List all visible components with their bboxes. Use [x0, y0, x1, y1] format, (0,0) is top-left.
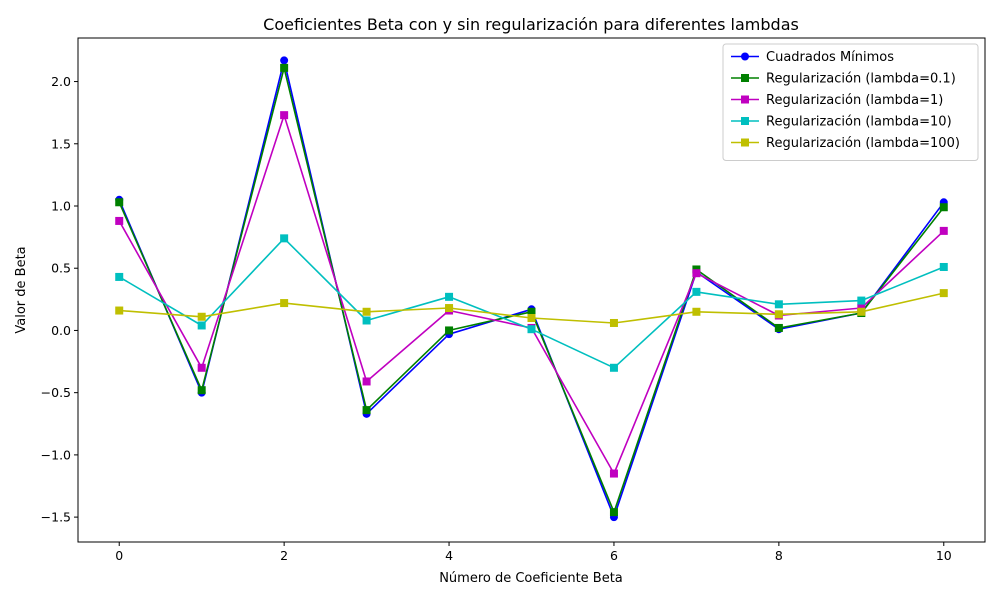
data-point — [197, 312, 206, 321]
legend-label: Regularización (lambda=0.1) — [766, 72, 956, 87]
y-axis-label: Valor de Beta — [14, 246, 29, 333]
data-point — [857, 296, 866, 305]
data-point — [362, 307, 371, 316]
data-point — [197, 363, 206, 372]
y-tick-label: 0.0 — [51, 323, 71, 338]
legend-item: Cuadrados Mínimos — [731, 50, 894, 65]
data-point — [280, 299, 289, 308]
data-point — [939, 226, 948, 235]
legend-label: Regularización (lambda=1) — [766, 93, 943, 108]
legend-marker — [741, 95, 749, 104]
data-point — [115, 216, 124, 225]
legend-marker — [741, 117, 749, 125]
data-point — [280, 63, 289, 72]
legend-label: Cuadrados Mínimos — [766, 50, 894, 65]
data-point — [939, 203, 948, 212]
data-point — [115, 272, 124, 281]
data-point — [527, 307, 536, 316]
axes: 0 2 4 6 8 10 −1.5 −1.0 −0.5 0.0 0.5 1.0 1.5 2.0 — [41, 37, 986, 563]
data-point — [939, 262, 948, 271]
data-point — [445, 292, 454, 301]
legend-box — [722, 43, 979, 161]
x-tick-label: 2 — [280, 548, 288, 563]
series-line — [118, 237, 945, 369]
data-point — [609, 469, 618, 478]
data-point — [774, 310, 783, 319]
data-point — [609, 363, 618, 372]
data-point — [445, 326, 454, 335]
data-point — [692, 307, 701, 316]
legend-marker — [741, 52, 749, 61]
data-point — [692, 287, 701, 296]
x-axis-label: Número de Coeficiente Beta — [439, 571, 623, 586]
data-point — [115, 306, 124, 315]
data-point — [280, 56, 289, 65]
legend-item: Regularización (lambda=1) — [731, 93, 943, 108]
data-point — [445, 304, 454, 313]
y-tick-label: 1.0 — [51, 199, 71, 214]
legend-marker — [741, 74, 749, 82]
plot-frame — [77, 37, 986, 543]
series-line — [118, 114, 945, 475]
y-tick-label: 2.0 — [51, 74, 71, 89]
legend: Cuadrados Mínimos Regularización (lambda=… — [722, 43, 979, 161]
data-point — [527, 314, 536, 322]
y-tick-label: −0.5 — [41, 385, 71, 400]
x-tick-label: 6 — [610, 548, 618, 563]
legend-item: Regularización (lambda=0.1) — [731, 72, 956, 87]
legend-item: Regularización (lambda=100) — [731, 136, 960, 151]
x-tick-label: 0 — [115, 548, 123, 563]
y-tick-label: 0.5 — [51, 261, 71, 276]
y-tick-label: −1.5 — [41, 510, 71, 525]
data-point — [692, 269, 701, 278]
data-point — [362, 406, 371, 415]
y-tick-label: 1.5 — [51, 136, 71, 151]
data-point — [857, 307, 866, 316]
x-tick-label: 8 — [775, 548, 783, 563]
legend-item: Regularización (lambda=10) — [731, 115, 952, 130]
legend-marker — [741, 138, 749, 147]
legend-label: Regularización (lambda=100) — [766, 136, 960, 151]
data-point — [362, 316, 371, 325]
data-point — [280, 111, 289, 120]
data-point — [197, 386, 206, 395]
x-tick-label: 10 — [936, 548, 952, 563]
data-point — [939, 289, 948, 298]
series-3 — [115, 234, 948, 372]
data-point — [527, 325, 536, 334]
y-tick-label: −1.0 — [41, 447, 71, 462]
data-point — [280, 234, 289, 243]
series-4 — [115, 289, 948, 327]
data-point — [774, 323, 783, 332]
x-tick-label: 4 — [445, 548, 453, 563]
data-point — [115, 198, 124, 207]
legend-label: Regularización (lambda=10) — [766, 115, 952, 130]
data-point — [609, 508, 618, 517]
data-point — [774, 300, 783, 309]
plot-area — [115, 56, 948, 522]
data-point — [362, 377, 371, 386]
data-point — [197, 321, 206, 330]
series-2 — [115, 111, 948, 478]
data-point — [609, 318, 618, 327]
chart-title: Coeficientes Beta con y sin regularizaci… — [263, 15, 799, 34]
